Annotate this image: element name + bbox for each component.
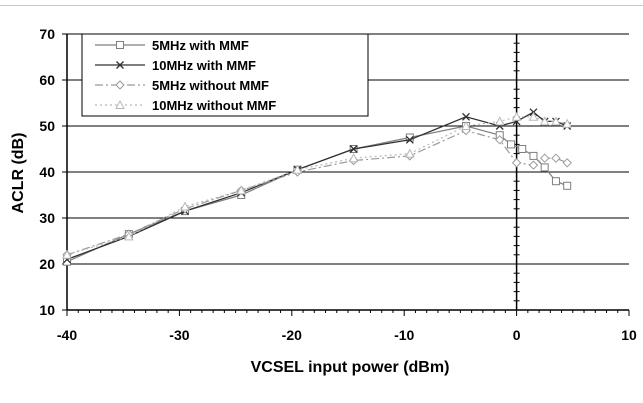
y-tick-label-60: 60 [39, 72, 55, 88]
data-point-series-0-14 [563, 181, 572, 190]
data-point-series-0-10 [518, 145, 527, 153]
legend-swatch-marker-3 [115, 99, 125, 109]
legend-entry-5mhz-without-mmf: 5MHz without MMF [95, 78, 269, 93]
y-tick-label-70: 70 [39, 26, 55, 42]
data-point-series-3-1 [123, 231, 134, 241]
x-axis-title: VCSEL input power (dBm) [251, 359, 450, 376]
y-tick-labels: 10 20 30 40 50 60 70 [39, 26, 55, 318]
data-point-series-3-9 [511, 111, 522, 121]
x-tick-label-0: 0 [513, 327, 521, 343]
data-point-series-0-13 [551, 177, 560, 186]
legend-entry-10mhz-with-mmf: 10MHz with MMF [95, 58, 256, 73]
x-tick-labels: -40 -30 -20 -10 0 10 [57, 327, 637, 343]
data-point-series-1-6 [405, 135, 414, 144]
data-point-series-3-10 [528, 111, 539, 121]
legend-label-10mhz-without-mmf: 10MHz without MMF [152, 98, 276, 113]
y-axis-title: ACLR (dB) [10, 133, 27, 214]
data-point-series-3-12 [551, 116, 561, 126]
data-point-series-1-5 [349, 145, 358, 153]
y-tick-label-20: 20 [39, 256, 55, 272]
legend-entry-10mhz-without-mmf: 10MHz without MMF [95, 98, 276, 113]
x-tick-label--10: -10 [394, 327, 414, 343]
data-point-series-3-3 [236, 185, 247, 195]
data-point-series-0-6 [405, 133, 414, 142]
legend: 5MHz with MMF 10MHz with MMF 5MHz withou… [81, 33, 369, 117]
data-point-series-3-5 [348, 153, 359, 163]
data-point-series-0-9 [506, 140, 515, 149]
legend-label-5mhz-with-mmf: 5MHz with MMF [152, 38, 249, 53]
data-point-series-2-11 [539, 153, 550, 163]
x-tick-label--20: -20 [282, 327, 302, 343]
data-point-series-0-12 [540, 163, 549, 172]
data-point-series-2-10 [528, 160, 539, 170]
data-point-series-3-6 [404, 148, 415, 158]
data-point-series-3-4 [292, 164, 303, 174]
legend-box [81, 33, 369, 117]
legend-swatch-marker-1 [116, 61, 124, 69]
series-3 [62, 111, 573, 259]
y-tick-label-50: 50 [39, 118, 55, 134]
y-tick-label-30: 30 [39, 210, 55, 226]
legend-label-5mhz-without-mmf: 5MHz without MMF [152, 78, 269, 93]
legend-entry-5mhz-with-mmf: 5MHz with MMF [95, 38, 249, 53]
series-layer [62, 108, 573, 266]
x-tick-label--40: -40 [57, 327, 77, 343]
data-point-series-2-8 [495, 135, 505, 145]
legend-label-10mhz-with-mmf: 10MHz with MMF [152, 58, 256, 73]
x-tick-label--30: -30 [169, 327, 189, 343]
data-point-series-2-12 [551, 153, 561, 163]
x-tick-label-10: 10 [621, 327, 637, 343]
y-tick-label-40: 40 [39, 164, 55, 180]
data-point-series-3-11 [539, 116, 550, 126]
data-point-series-2-9 [511, 158, 522, 168]
data-point-series-3-7 [461, 120, 471, 130]
data-point-series-0-11 [529, 151, 538, 160]
data-point-series-3-13 [562, 118, 573, 128]
legend-swatch-marker-2 [115, 80, 125, 90]
axes [62, 33, 630, 316]
data-point-series-2-13 [562, 158, 572, 168]
data-point-series-3-0 [62, 249, 72, 259]
data-point-series-3-8 [494, 116, 505, 126]
series-line-2 [66, 129, 568, 256]
y-tick-label-10: 10 [39, 302, 55, 318]
data-point-series-1-7 [462, 112, 470, 121]
data-point-series-3-2 [180, 201, 190, 211]
legend-swatch-marker-0 [116, 41, 124, 49]
